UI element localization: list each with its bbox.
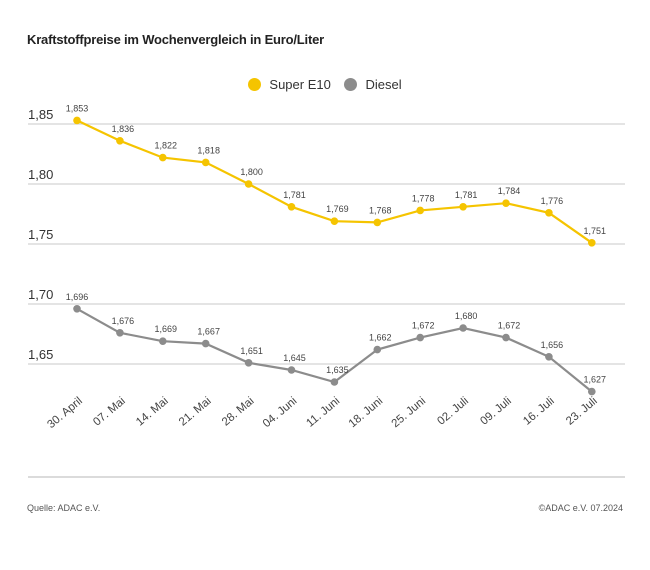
data-label: 1,645 — [283, 353, 306, 363]
data-label: 1,751 — [584, 226, 607, 236]
data-label: 1,680 — [455, 311, 478, 321]
data-label: 1,781 — [283, 190, 306, 200]
data-label: 1,627 — [584, 375, 607, 385]
data-point — [201, 339, 210, 348]
legend-label: Super E10 — [269, 77, 331, 92]
data-point — [116, 137, 124, 145]
data-label: 1,853 — [66, 103, 89, 113]
x-tick-label: 28. Mai — [220, 395, 257, 428]
data-label: 1,696 — [66, 292, 89, 302]
data-label: 1,818 — [197, 145, 220, 155]
data-label: 1,672 — [498, 321, 521, 331]
data-label: 1,836 — [112, 124, 135, 134]
data-point — [416, 333, 425, 342]
data-label: 1,662 — [369, 333, 392, 343]
data-label: 1,667 — [197, 327, 220, 337]
x-tick-label: 02. Juli — [435, 395, 471, 428]
data-point — [416, 206, 425, 215]
data-label: 1,635 — [326, 365, 349, 375]
legend-item-diesel: Diesel — [344, 77, 402, 92]
data-label: 1,784 — [498, 186, 521, 196]
x-tick-label: 16. Juli — [521, 395, 557, 428]
data-point — [502, 333, 510, 342]
y-tick-label: 1,75 — [28, 227, 53, 242]
x-tick-label: 09. Juli — [478, 395, 514, 428]
y-tick-label: 1,85 — [28, 107, 53, 122]
data-point — [116, 329, 124, 337]
data-point — [373, 345, 382, 354]
data-label: 1,800 — [240, 167, 263, 177]
data-label: 1,672 — [412, 321, 435, 331]
data-point — [588, 239, 596, 247]
y-tick-label: 1,70 — [28, 287, 53, 302]
x-tick-label: 14. Mai — [134, 395, 171, 428]
data-label: 1,778 — [412, 193, 435, 203]
data-point — [588, 387, 596, 396]
data-point — [73, 116, 81, 125]
x-tick-label: 30. April — [45, 395, 85, 431]
legend-marker-icon — [248, 78, 262, 91]
x-tick-label: 23. Juli — [564, 395, 600, 428]
data-point — [287, 366, 296, 374]
data-point — [459, 324, 467, 332]
data-point — [545, 353, 553, 361]
chart-title: Kraftstoffpreise im Wochenvergleich in E… — [27, 32, 324, 47]
y-tick-label: 1,65 — [28, 347, 53, 362]
data-point — [373, 218, 382, 227]
data-point — [545, 209, 553, 217]
legend-marker-icon — [344, 78, 358, 91]
x-tick-label: 07. Mai — [91, 395, 128, 428]
data-point — [244, 359, 253, 367]
data-label: 1,822 — [155, 141, 178, 151]
legend: Super E10 Diesel — [0, 77, 650, 94]
data-point — [287, 203, 296, 211]
x-tick-label: 21. Mai — [177, 395, 214, 428]
data-label: 1,651 — [240, 346, 263, 356]
data-label: 1,768 — [369, 205, 392, 215]
data-label: 1,656 — [541, 340, 564, 350]
data-point — [330, 378, 339, 386]
data-point — [244, 180, 253, 188]
data-point — [459, 203, 467, 211]
legend-label: Diesel — [365, 77, 402, 92]
data-label: 1,769 — [326, 204, 349, 214]
x-tick-label: 11. Juni — [304, 395, 342, 430]
y-tick-label: 1,80 — [28, 167, 53, 182]
data-point — [502, 199, 510, 207]
data-label: 1,776 — [541, 196, 564, 206]
x-tick-label: 25. Juni — [390, 395, 429, 430]
data-point — [159, 337, 167, 346]
data-point — [73, 305, 81, 313]
legend-item-super-e10: Super E10 — [248, 77, 331, 92]
data-point — [330, 217, 339, 225]
source-note: Quelle: ADAC e.V. — [27, 503, 101, 513]
copyright-note: ©ADAC e.V. 07.2024 — [538, 503, 623, 513]
data-label: 1,676 — [112, 316, 135, 326]
x-tick-label: 04. Juni — [261, 395, 300, 430]
data-label: 1,669 — [155, 324, 178, 334]
x-tick-label: 18. Juni — [347, 395, 386, 430]
data-point — [159, 153, 167, 162]
data-label: 1,781 — [455, 190, 478, 200]
data-point — [201, 158, 210, 167]
